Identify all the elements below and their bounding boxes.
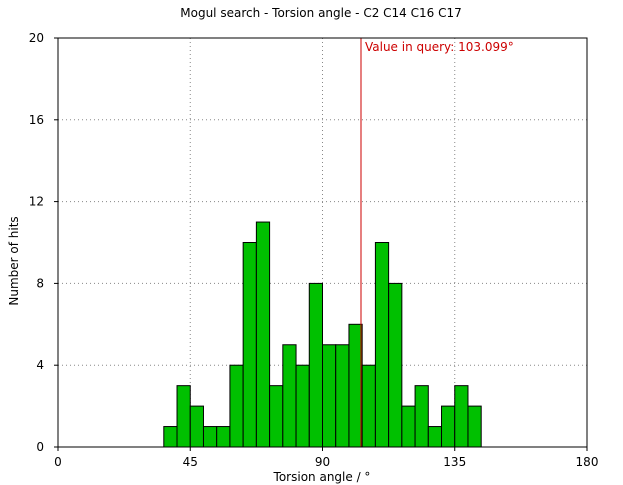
- histogram-bar-22: [454, 385, 469, 448]
- y-tick-label-5: 20: [29, 31, 44, 45]
- y-axis-ticks: 0 4 8 12 16 20: [29, 31, 58, 454]
- x-axis-label: Torsion angle / °: [273, 470, 371, 484]
- histogram-bar-11: [308, 282, 323, 448]
- x-tick-label-0: 0: [54, 455, 62, 469]
- histogram-bars: [163, 221, 482, 448]
- histogram-bar-9: [282, 344, 297, 448]
- histogram-bar-23: [467, 405, 482, 448]
- x-axis-ticks: 0 45 90 135 180: [54, 447, 598, 469]
- histogram-bar-16: [374, 242, 390, 448]
- y-tick-label-3: 12: [29, 195, 44, 209]
- histogram-bar-10: [295, 364, 310, 448]
- histogram-bar-2: [189, 405, 204, 448]
- histogram-bar-14: [348, 323, 363, 448]
- histogram-bar-15: [361, 364, 376, 448]
- x-tick-label-2: 90: [315, 455, 330, 469]
- histogram-bar-17: [388, 282, 403, 448]
- y-tick-label-1: 4: [36, 358, 44, 372]
- histogram-bar-4: [216, 426, 231, 448]
- histogram-bar-7: [255, 221, 271, 448]
- query-value-annotation: Value in query: 103.099°: [365, 40, 514, 54]
- histogram-bar-6: [242, 242, 257, 448]
- y-tick-label-2: 8: [36, 276, 44, 290]
- x-tick-label-3: 135: [443, 455, 466, 469]
- histogram-bar-19: [414, 385, 429, 448]
- x-tick-label-4: 180: [576, 455, 599, 469]
- histogram-bar-13: [335, 344, 350, 448]
- histogram-bar-5: [229, 364, 244, 448]
- query-marker: Value in query: 103.099°: [360, 38, 514, 447]
- y-tick-label-0: 0: [36, 440, 44, 454]
- histogram-bar-3: [202, 426, 218, 448]
- chart-title: Mogul search - Torsion angle - C2 C14 C1…: [180, 6, 461, 20]
- y-axis-label: Number of hits: [7, 216, 21, 305]
- histogram-bar-18: [401, 405, 416, 448]
- histogram-bar-20: [427, 426, 443, 448]
- histogram-bar-1: [176, 385, 191, 448]
- histogram-bar-8: [269, 385, 284, 448]
- x-tick-label-1: 45: [183, 455, 198, 469]
- y-tick-label-4: 16: [29, 113, 44, 127]
- histogram-bar-21: [441, 405, 456, 448]
- histogram-bar-12: [322, 344, 337, 448]
- histogram-bar-0: [163, 426, 178, 448]
